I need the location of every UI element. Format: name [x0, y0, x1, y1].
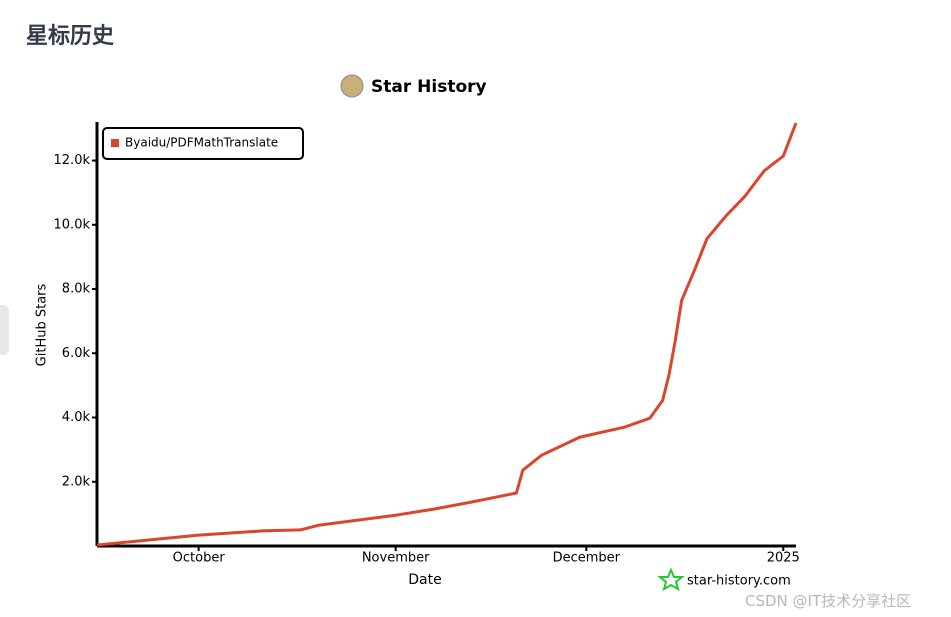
page-title: 星标历史 — [26, 24, 115, 49]
y-axis-label: GitHub Stars — [35, 283, 50, 366]
legend-label: Byaidu/PDFMathTranslate — [125, 136, 278, 150]
y-tick-label: 2.0k — [62, 474, 91, 489]
y-tick-label: 4.0k — [62, 410, 91, 425]
legend-swatch — [111, 139, 119, 147]
x-tick-label: 2025 — [767, 551, 800, 566]
logo-icon — [657, 567, 685, 592]
chart-title: Star History — [371, 77, 487, 97]
y-tick-label: 10.0k — [54, 217, 91, 232]
x-tick-label: November — [362, 551, 430, 566]
y-tick-label: 12.0k — [54, 153, 91, 168]
legend-box — [102, 127, 304, 160]
x-tick-label: December — [553, 551, 621, 566]
avatar — [340, 74, 364, 98]
y-tick-label: 6.0k — [62, 346, 91, 361]
y-tick-label: 8.0k — [62, 282, 91, 297]
x-axis-label: Date — [408, 572, 441, 588]
side-tab[interactable] — [0, 305, 9, 355]
credit: star-history.com — [687, 574, 791, 589]
line — [96, 122, 798, 547]
watermark: CSDN @IT技术分享社区 — [745, 592, 912, 610]
x-tick-label: October — [173, 551, 226, 566]
